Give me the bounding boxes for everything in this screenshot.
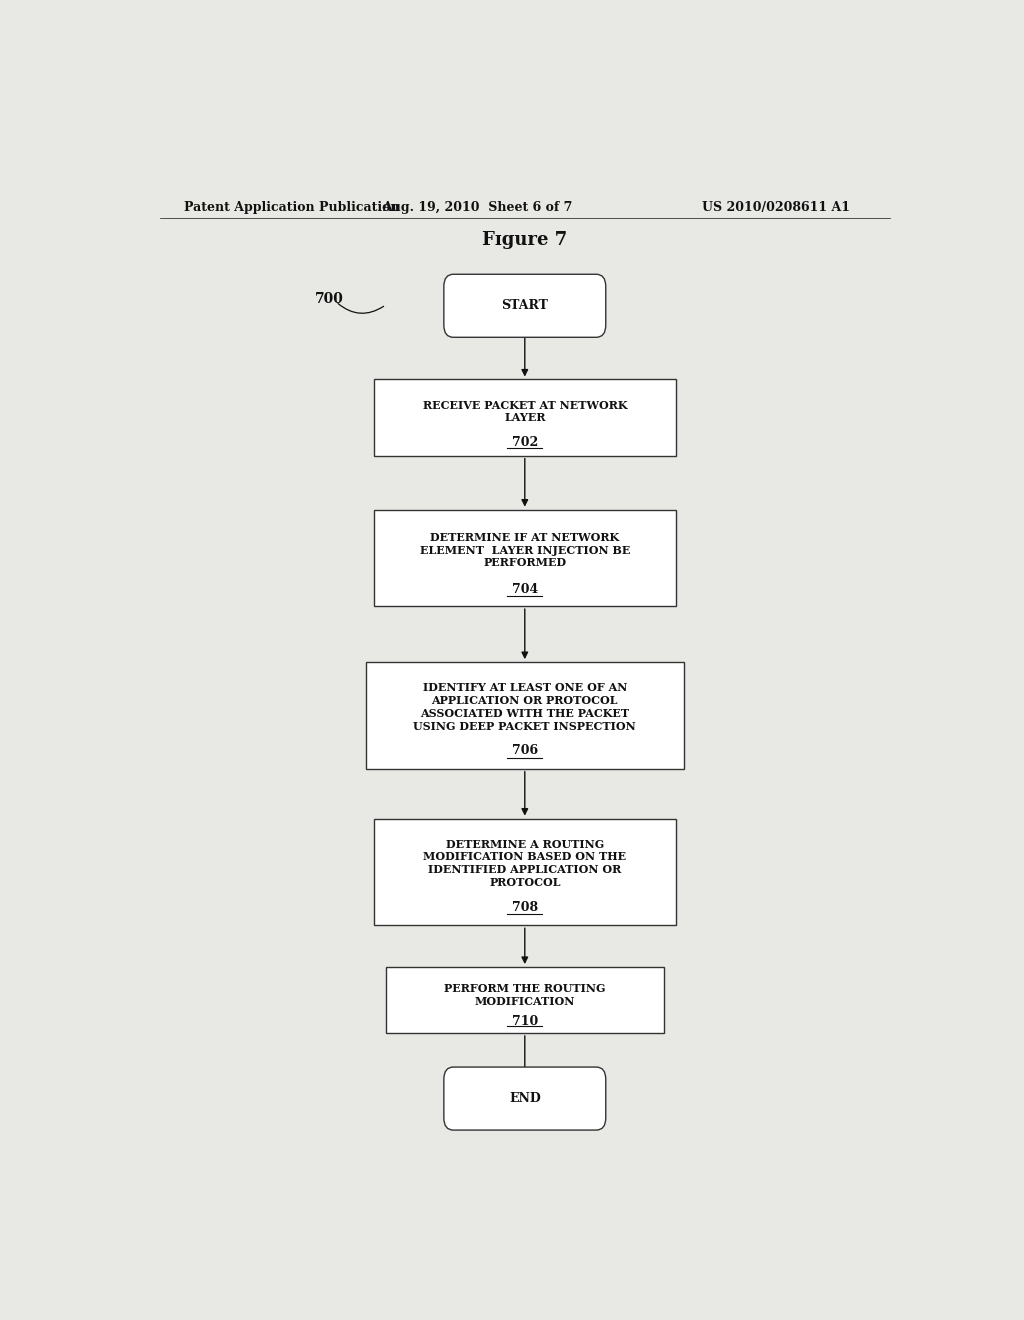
Text: 704: 704: [512, 583, 538, 597]
Text: IDENTIFY AT LEAST ONE OF AN
APPLICATION OR PROTOCOL
ASSOCIATED WITH THE PACKET
U: IDENTIFY AT LEAST ONE OF AN APPLICATION …: [414, 682, 636, 731]
Text: 710: 710: [512, 1015, 538, 1028]
Text: US 2010/0208611 A1: US 2010/0208611 A1: [702, 201, 850, 214]
Text: Fɪgure 7: Fɪgure 7: [482, 231, 567, 248]
Text: PERFORM THE ROUTING
MODIFICATION: PERFORM THE ROUTING MODIFICATION: [444, 983, 605, 1007]
Text: Patent Application Publication: Patent Application Publication: [183, 201, 399, 214]
FancyBboxPatch shape: [443, 1067, 606, 1130]
FancyBboxPatch shape: [374, 510, 676, 606]
FancyBboxPatch shape: [374, 818, 676, 925]
FancyBboxPatch shape: [386, 968, 664, 1034]
Text: 702: 702: [512, 436, 538, 449]
Text: END: END: [509, 1092, 541, 1105]
FancyBboxPatch shape: [443, 275, 606, 338]
Text: RECEIVE PACKET AT NETWORK
LAYER: RECEIVE PACKET AT NETWORK LAYER: [423, 400, 627, 424]
Text: 700: 700: [314, 292, 343, 306]
Text: DETERMINE IF AT NETWORK
ELEMENT  LAYER INJECTION BE
PERFORMED: DETERMINE IF AT NETWORK ELEMENT LAYER IN…: [420, 532, 630, 569]
Text: START: START: [502, 300, 548, 313]
FancyBboxPatch shape: [374, 379, 676, 455]
Text: Aug. 19, 2010  Sheet 6 of 7: Aug. 19, 2010 Sheet 6 of 7: [382, 201, 572, 214]
Text: DETERMINE A ROUTING
MODIFICATION BASED ON THE
IDENTIFIED APPLICATION OR
PROTOCOL: DETERMINE A ROUTING MODIFICATION BASED O…: [423, 838, 627, 888]
Text: 706: 706: [512, 744, 538, 758]
FancyBboxPatch shape: [367, 663, 684, 768]
Text: 708: 708: [512, 900, 538, 913]
